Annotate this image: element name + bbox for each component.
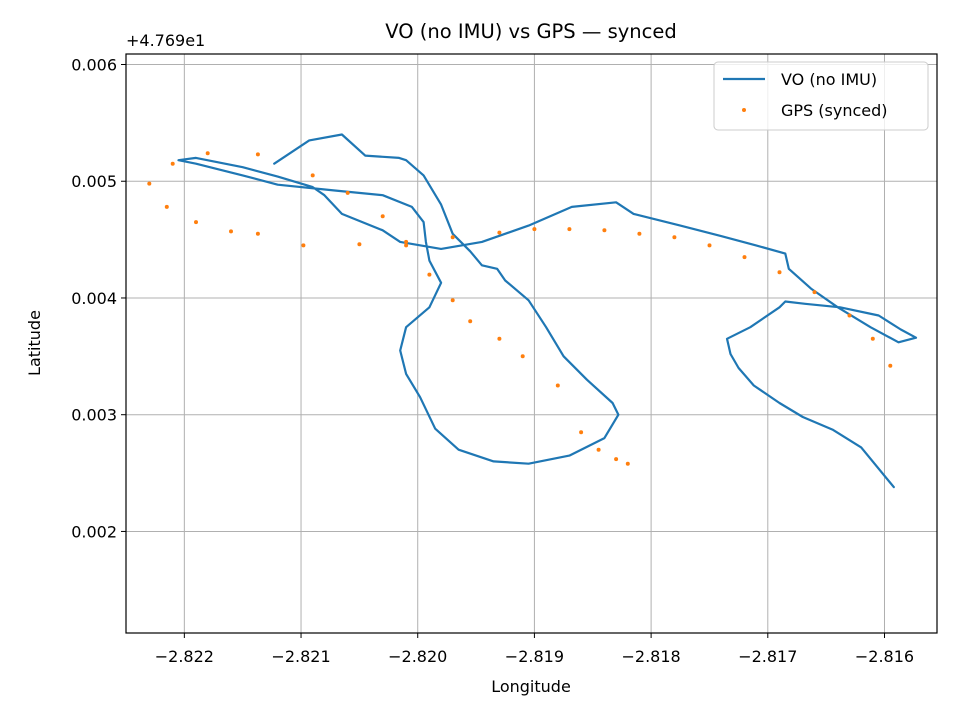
gps-point — [579, 430, 584, 435]
gps-point — [404, 239, 409, 244]
series-layer — [147, 133, 918, 489]
gps-point — [404, 243, 409, 248]
gps-point — [450, 235, 455, 240]
gps-point — [255, 231, 260, 236]
series-points-gps — [147, 151, 893, 466]
gps-point — [170, 161, 175, 166]
gps-point — [255, 152, 260, 157]
gps-point — [357, 242, 362, 247]
x-tick-label: −2.817 — [738, 647, 797, 666]
gps-point — [380, 214, 385, 219]
gps-point — [301, 243, 306, 248]
y-axis-offset-label: +4.769e1 — [126, 31, 205, 50]
gps-point — [614, 457, 619, 462]
gps-point — [707, 243, 712, 248]
gps-point — [497, 230, 502, 235]
gps-point — [427, 272, 432, 277]
gps-point — [637, 231, 642, 236]
legend-box — [713, 61, 929, 131]
y-tick-label: 0.006 — [71, 56, 117, 75]
grid — [126, 54, 937, 633]
legend-label-gps: GPS (synced) — [781, 101, 888, 120]
gps-point — [742, 255, 747, 260]
chart-title: VO (no IMU) vs GPS — synced — [385, 20, 677, 43]
y-tick-label: 0.005 — [71, 172, 117, 191]
gps-point — [205, 151, 210, 156]
gps-point — [468, 319, 473, 324]
x-tick-label: −2.820 — [388, 647, 447, 666]
gps-point — [229, 229, 233, 234]
x-tick-label: −2.821 — [271, 647, 330, 666]
gps-point — [596, 447, 601, 452]
x-tick-label: −2.819 — [505, 647, 564, 666]
x-tick-label: −2.816 — [855, 647, 914, 666]
gps-point — [625, 461, 630, 466]
x-axis: −2.822 −2.821 −2.820 −2.819 −2.818 −2.817 −2.8… — [155, 633, 914, 666]
gps-point — [555, 383, 560, 388]
legend-dot-swatch — [742, 108, 746, 112]
gps-point — [147, 181, 152, 186]
gps-point — [497, 336, 502, 341]
y-tick-label: 0.004 — [71, 289, 117, 308]
gps-point — [164, 204, 169, 209]
y-tick-label: 0.003 — [71, 406, 117, 425]
gps-point — [870, 336, 875, 341]
y-axis-label: Latitude — [25, 310, 44, 376]
gps-point — [567, 227, 572, 232]
series-line-vo — [177, 133, 918, 489]
x-axis-label: Longitude — [491, 677, 571, 696]
legend-label-vo: VO (no IMU) — [781, 70, 877, 89]
gps-point — [310, 173, 315, 178]
plot-area-frame — [125, 53, 938, 634]
gps-point — [345, 190, 350, 195]
gps-point — [532, 227, 537, 232]
gps-point — [602, 228, 607, 233]
y-tick-label: 0.002 — [71, 522, 117, 541]
gps-point — [450, 298, 455, 303]
y-axis: 0.002 0.003 0.004 0.005 0.006 — [71, 56, 126, 541]
x-tick-label: −2.818 — [621, 647, 680, 666]
x-tick-label: −2.822 — [155, 647, 214, 666]
gps-point — [777, 270, 782, 275]
legend: VO (no IMU) GPS (synced) — [713, 61, 929, 131]
gps-point — [812, 290, 817, 295]
gps-point — [520, 354, 525, 359]
gps-point — [888, 363, 893, 368]
gps-point — [194, 220, 198, 225]
gps-point — [672, 235, 677, 240]
gps-point — [847, 313, 852, 318]
